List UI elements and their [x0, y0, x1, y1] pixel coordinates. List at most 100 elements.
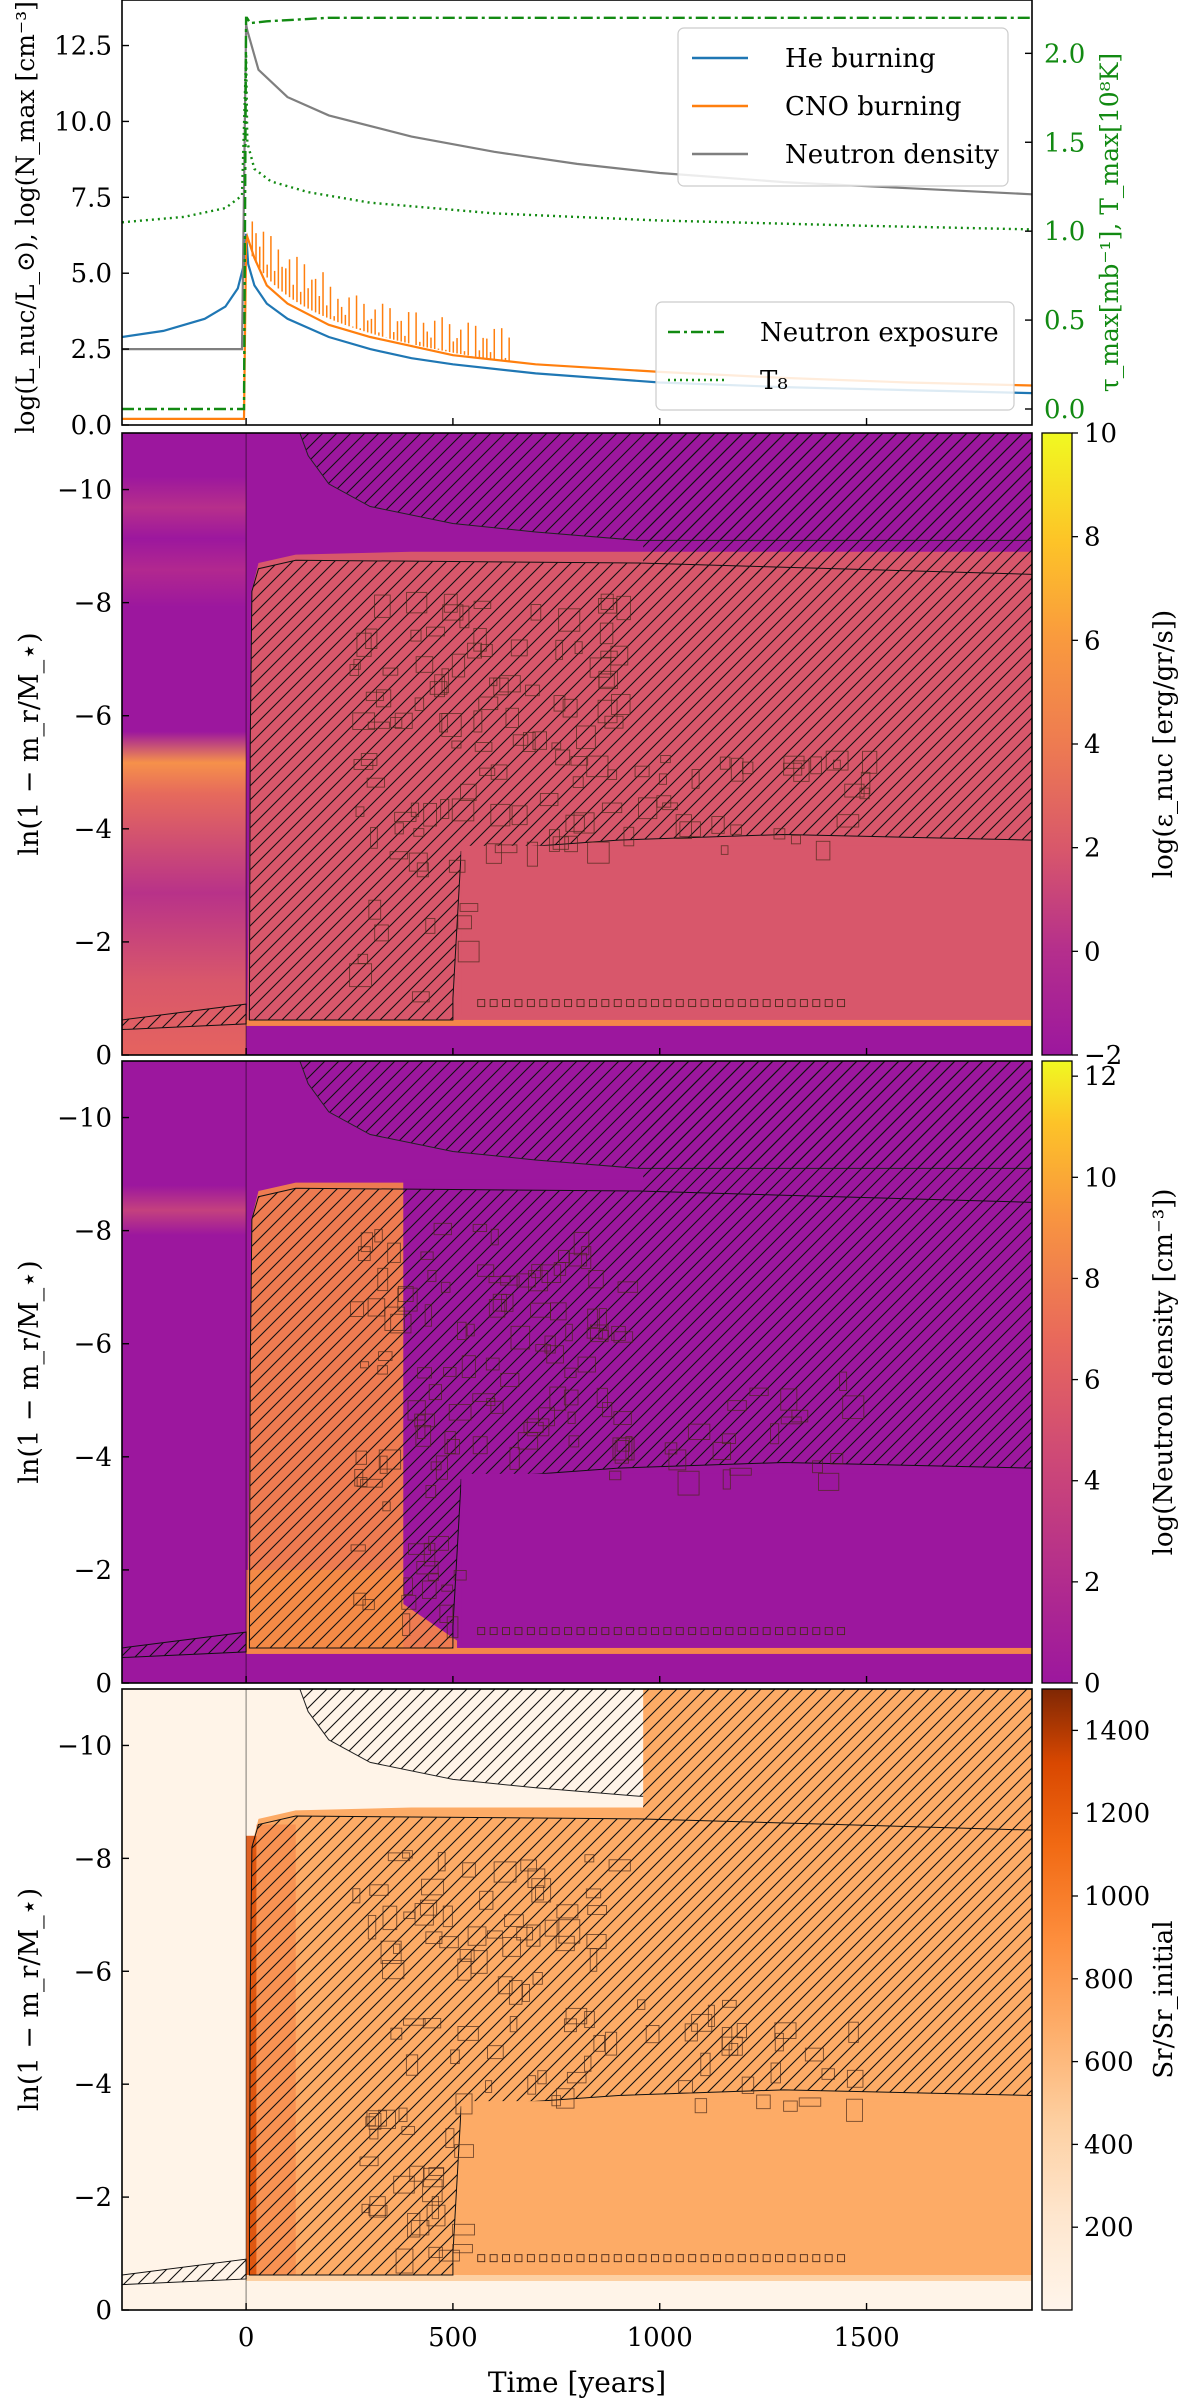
convective-cell-outline — [510, 639, 528, 657]
convective-cell-outline — [663, 999, 672, 1008]
y-axis-label: ln(1 − m_r/M_⋆) — [14, 1260, 45, 1483]
convective-cell-outline — [489, 2254, 498, 2263]
convective-cell-outline — [406, 591, 428, 614]
convective-cell-outline — [421, 1878, 445, 1896]
convective-cell-outline — [452, 2244, 473, 2254]
convective-cell-outline — [601, 1627, 610, 1636]
convective-cell-outline — [634, 765, 650, 778]
convective-cell-outline — [466, 1323, 475, 1337]
convective-envelope-hatch — [643, 1061, 1032, 1203]
convective-cell-outline — [502, 1627, 510, 1636]
convective-cell-outline — [555, 749, 571, 766]
convective-cell-outline — [570, 756, 589, 766]
convective-cell-outline — [730, 824, 742, 835]
convective-cell-outline — [374, 1229, 383, 1243]
convective-cell-outline — [441, 713, 462, 737]
convective-cell-outline — [564, 999, 573, 1008]
convective-cell-outline — [564, 1367, 577, 1378]
convective-cell-outline — [433, 1222, 452, 1236]
convective-cell-outline — [658, 773, 667, 785]
convective-cell-outline — [425, 917, 436, 934]
x-tick-label: 1000 — [627, 2323, 693, 2353]
y-tick-label: 7.5 — [71, 183, 112, 213]
convective-cell-outline — [549, 1386, 567, 1411]
convective-cell-outline — [413, 828, 425, 837]
convective-cell-outline — [783, 2100, 798, 2112]
convective-cell-outline — [588, 1627, 597, 1636]
convective-cell-outline — [368, 2204, 388, 2216]
convective-cell-outline — [467, 1926, 487, 1946]
convective-cell-outline — [414, 1413, 435, 1428]
convective-cell-outline — [367, 1914, 377, 1940]
convective-cell-outline — [616, 595, 631, 621]
convective-cell-outline — [360, 1361, 370, 1369]
convective-cell-outline — [377, 1267, 389, 1292]
plot-area — [122, 1061, 1032, 1683]
convective-cell-outline — [539, 2254, 548, 2263]
convective-cell-outline — [487, 2045, 504, 2060]
legend-label: Neutron exposure — [760, 318, 999, 348]
axes-frame — [121, 0, 1033, 426]
convective-cell-outline — [568, 1252, 588, 1267]
convective-cell-outline — [638, 999, 647, 1008]
convective-cell-outline — [477, 2254, 486, 2263]
convective-cell-outline — [535, 1885, 545, 1901]
convective-cell-outline — [421, 1580, 437, 1599]
convective-cell-outline — [810, 756, 822, 775]
convective-cell-outline — [608, 1859, 631, 1872]
convective-cell-outline — [350, 1544, 366, 1552]
convective-cell-outline — [489, 999, 498, 1008]
convective-cell-outline — [793, 760, 810, 782]
convective-cell-outline — [741, 2076, 755, 2094]
convective-cell-outline — [429, 681, 448, 695]
convective-cell-outline — [522, 1983, 530, 2002]
convective-cell-outline — [485, 1357, 500, 1371]
convective-cell-outline — [775, 1627, 783, 1636]
convective-cell-outline — [473, 600, 492, 609]
convective-cell-outline — [584, 1854, 595, 1863]
heatmap-burning-shell — [246, 1019, 1032, 1026]
convective-cell-outline — [353, 658, 361, 670]
series-line-he-burning — [122, 233, 1032, 395]
chart-panel-heatmap-3: 0 −2 −4 −6 −8 −10 ln(1 − m_r/M_⋆) 200 400 600 800 1… — [14, 1688, 1179, 2399]
y-tick-label: −6 — [74, 1330, 112, 1360]
convective-zone-hatch — [248, 559, 1032, 1021]
convective-cell-outline — [477, 1627, 486, 1636]
chart-panel-heatmap-1: 0 −2 −4 −6 −8 −10 ln(1 − m_r/M_⋆) −2 0 2 4 6 8 10 log(… — [14, 419, 1179, 1071]
convective-cell-outline — [511, 805, 528, 826]
convective-cell-outline — [525, 684, 540, 697]
x-tick-label: 0 — [238, 2323, 255, 2353]
convective-cell-outline — [420, 1251, 434, 1260]
convective-cell-outline — [402, 1850, 413, 1859]
convective-cell-outline — [668, 1449, 687, 1471]
convective-cell-outline — [675, 814, 692, 840]
convective-cell-outline — [500, 1275, 520, 1286]
colorbar-label: log(ε_nuc [erg/gr/s]) — [1149, 610, 1179, 878]
convective-cell-outline — [435, 1455, 448, 1480]
convective-cell-outline — [443, 1367, 457, 1377]
convective-cell-outline — [626, 2254, 635, 2263]
convective-cell-outline — [441, 1584, 454, 1592]
convective-cell-outline — [365, 628, 378, 649]
colorbar-tick-label: 10 — [1084, 1163, 1117, 1193]
convective-cell-outline — [572, 776, 584, 788]
convective-cell-outline — [443, 593, 458, 613]
heatmap-core-region — [461, 1473, 1032, 1644]
convective-cell-outline — [479, 767, 496, 776]
convective-cell-outline — [585, 1888, 602, 1899]
axes-frame — [121, 1688, 1033, 2311]
heatmap-core-region — [461, 2101, 1032, 2271]
convective-cell-outline — [526, 841, 538, 867]
convective-cell-outline — [638, 1627, 647, 1636]
convective-cell-outline — [426, 626, 445, 637]
convective-cell-outline — [598, 673, 615, 688]
convective-cell-outline — [451, 740, 462, 749]
convective-cell-outline — [349, 963, 373, 988]
convective-cell-outline — [355, 806, 365, 817]
y-tick-label: −6 — [74, 702, 112, 732]
convective-cell-outline — [402, 1613, 411, 1637]
convective-cell-outline — [700, 1627, 709, 1636]
convective-cell-outline — [597, 699, 618, 724]
convective-cell-outline — [791, 1409, 809, 1423]
colorbar — [1041, 1060, 1073, 1684]
